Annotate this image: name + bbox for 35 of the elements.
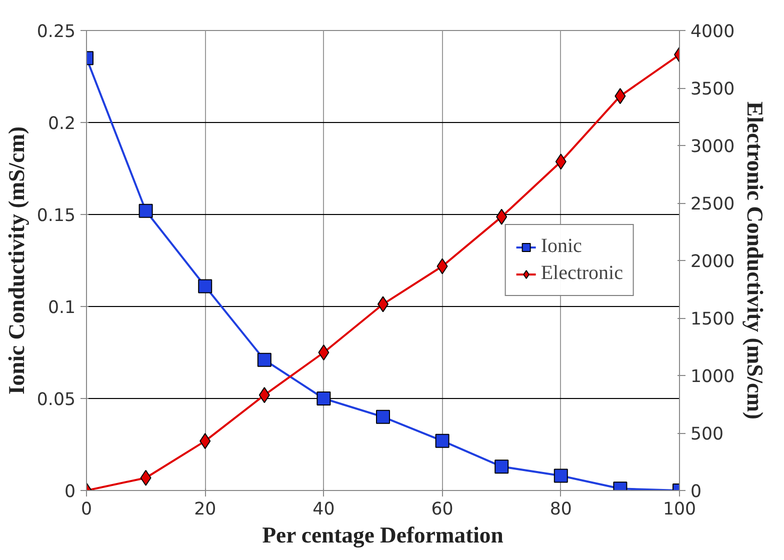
x-tick-label: 40: [312, 500, 335, 520]
point: [494, 460, 509, 474]
y2-axis-title: Electronic Conductivity (mS/cm): [742, 102, 768, 420]
point: [376, 410, 390, 424]
legend-label: Electronic: [540, 262, 623, 285]
x-tick-label: 80: [550, 500, 572, 520]
y-tick-label: 0.05: [36, 390, 76, 410]
x-tick-label: 100: [662, 500, 696, 520]
y2-tick-label: 2000: [690, 252, 735, 272]
y2-tick-label: 4000: [690, 22, 735, 42]
y-tick-label: 0.25: [36, 22, 76, 42]
y2-tick-label: 0: [690, 482, 702, 502]
point: [257, 352, 272, 367]
y-tick-label: 0.1: [48, 298, 76, 318]
point: [198, 279, 212, 294]
y2-tick-label: 500: [690, 424, 724, 444]
point: [554, 468, 568, 483]
point: [316, 392, 331, 406]
y2-tick-label: 3000: [690, 137, 735, 157]
point: [318, 344, 330, 360]
x-tick-label: 60: [431, 500, 454, 520]
x-tick-label: 0: [80, 500, 92, 520]
y-tick-label: 0.2: [48, 114, 76, 134]
x-tick-label: 20: [194, 500, 216, 520]
y2-tick-label: 1500: [690, 310, 735, 330]
point: [138, 204, 153, 218]
y2-tick-label: 1000: [690, 367, 735, 387]
point: [435, 434, 450, 448]
y2-tick-label: 2500: [690, 194, 735, 214]
y-axis-title: Ionic Conductivity (mS/cm): [4, 126, 29, 395]
y2-tick-label: 3500: [690, 80, 735, 100]
legend-label: Ionic: [540, 235, 582, 258]
y-tick-label: 0.15: [36, 206, 76, 226]
y-tick-label: 0: [64, 482, 76, 502]
x-axis-title: Per centage Deformation: [262, 522, 504, 548]
